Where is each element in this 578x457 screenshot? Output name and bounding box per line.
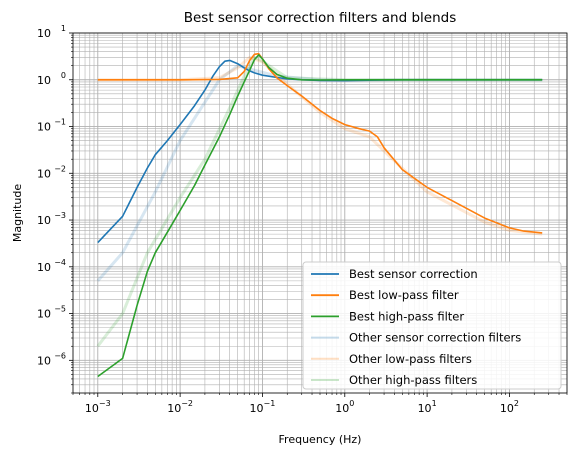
legend: Best sensor correction Best low-pass filt…: [302, 261, 562, 390]
main-series: [97, 52, 543, 378]
legend-label: Other high-pass filters: [349, 373, 477, 387]
series-line: [97, 52, 543, 234]
y-axis-title: Magnitude: [11, 184, 24, 243]
legend-label: Best sensor correction: [349, 267, 478, 281]
legend-label: Best high-pass filter: [349, 309, 464, 323]
chart-title: Best sensor correction filters and blend…: [184, 10, 457, 26]
legend-label: Other sensor correction filters: [349, 331, 521, 345]
series-line: [97, 54, 543, 378]
series-line: [97, 55, 543, 236]
x-axis: 10−3 10−2 10−1 100 101 102: [72, 393, 568, 415]
x-axis-title: Frequency (Hz): [279, 433, 362, 446]
legend-label: Best low-pass filter: [349, 288, 459, 302]
legend-label: Other low-pass filters: [349, 352, 472, 366]
legend-box: [302, 261, 562, 390]
